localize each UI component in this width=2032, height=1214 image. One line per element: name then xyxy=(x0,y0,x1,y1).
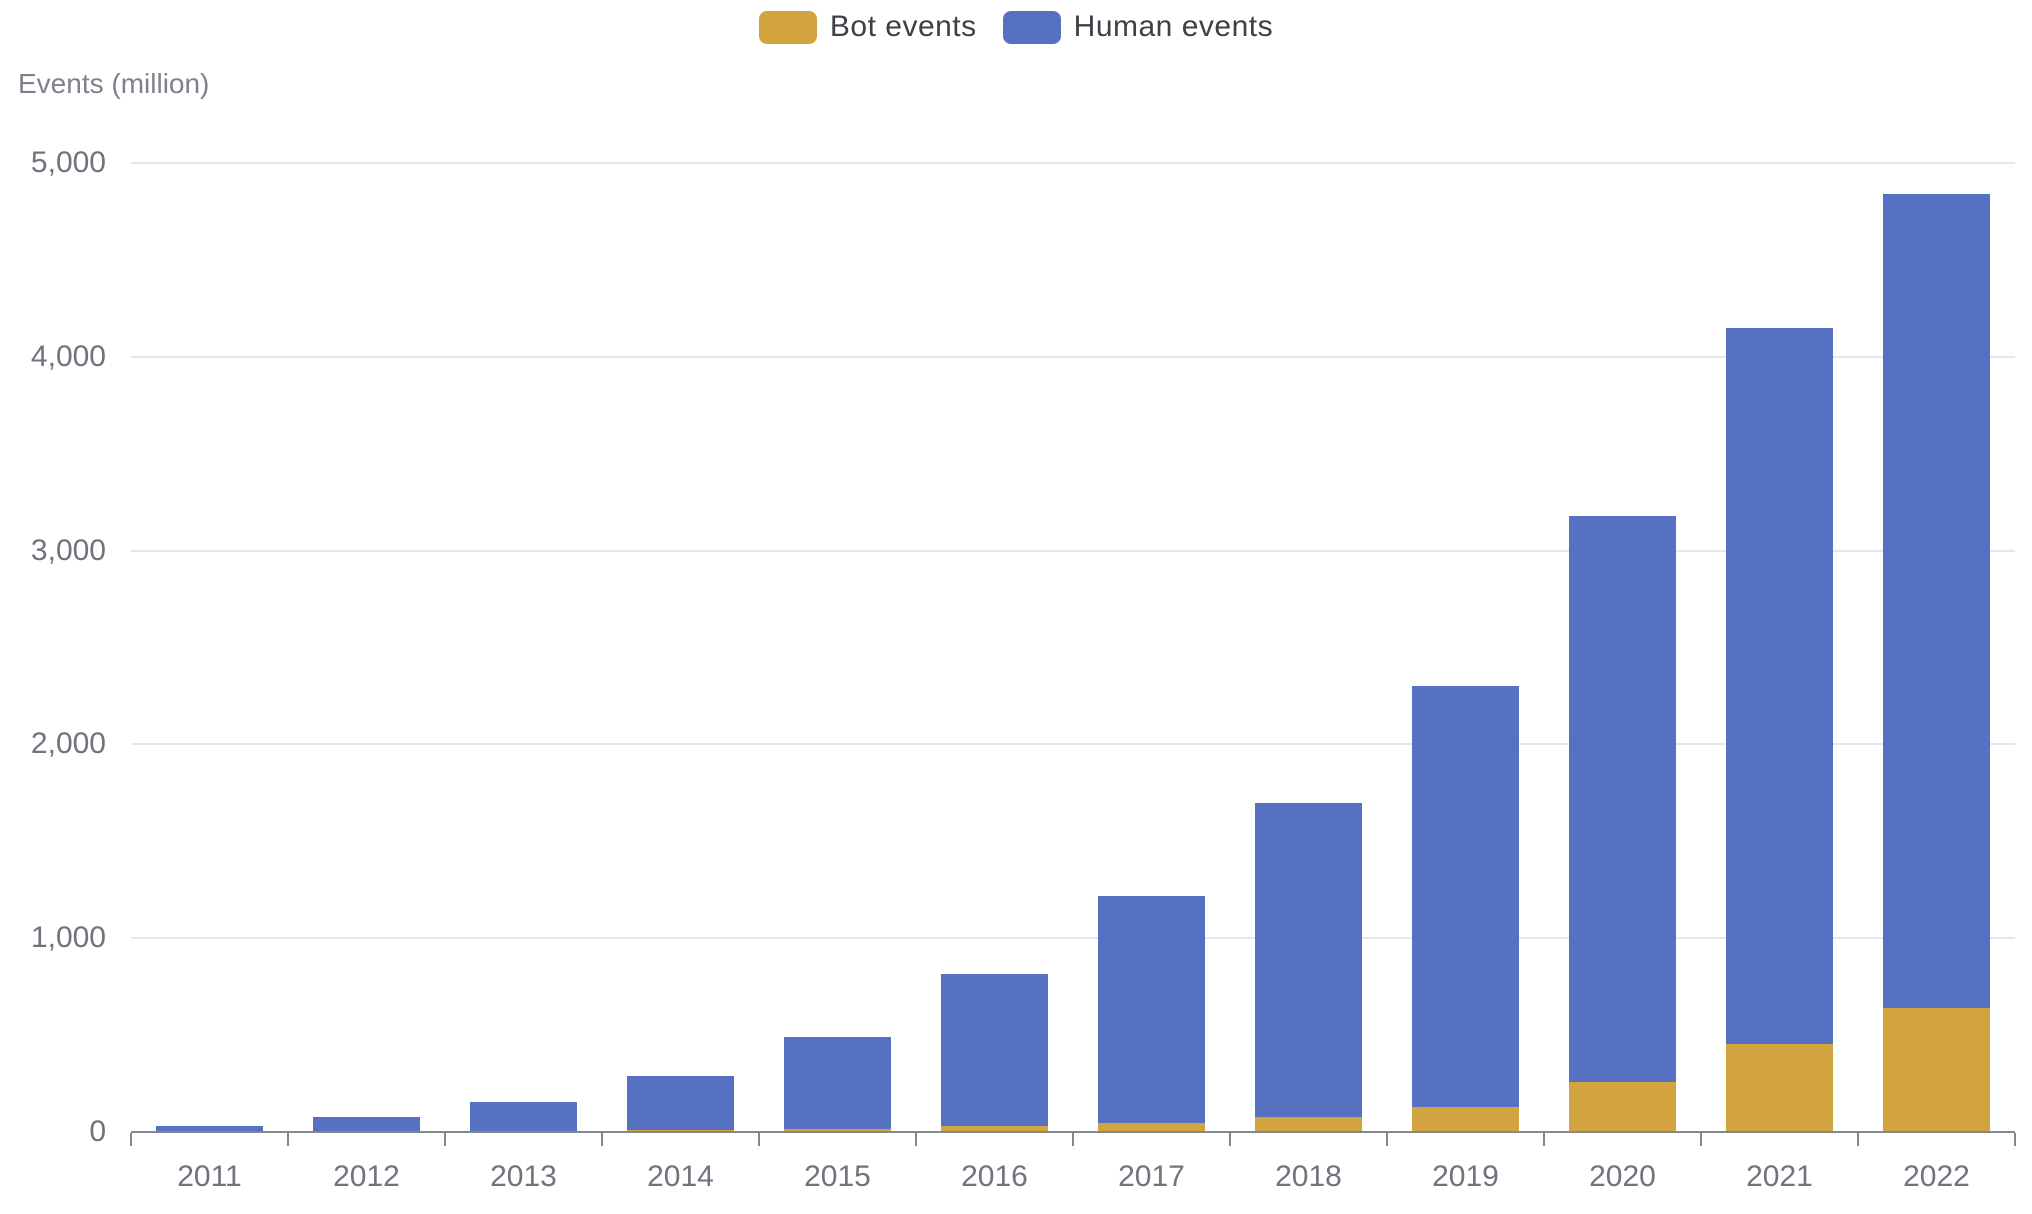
legend-label-human-events: Human events xyxy=(1073,10,1274,43)
x-axis-label-2015: 2015 xyxy=(804,1160,871,1193)
x-axis-label-2016: 2016 xyxy=(961,1160,1028,1193)
bar-2015-human-events[interactable] xyxy=(784,1037,891,1130)
x-axis-label-2014: 2014 xyxy=(647,1160,714,1193)
bar-2021-bot-events[interactable] xyxy=(1726,1043,1833,1132)
bar-2016-human-events[interactable] xyxy=(941,974,1048,1127)
bar-2017-human-events[interactable] xyxy=(1098,895,1205,1124)
bar-2015-bot-events[interactable] xyxy=(784,1129,891,1132)
x-axis-tick xyxy=(601,1133,603,1146)
bar-2018-human-events[interactable] xyxy=(1255,802,1362,1118)
y-axis-tick-label: 4,000 xyxy=(30,339,106,373)
x-axis-tick xyxy=(758,1133,760,1146)
bar-2017-bot-events[interactable] xyxy=(1098,1123,1205,1132)
gridline-1,000 xyxy=(131,937,2015,940)
x-axis-tick xyxy=(1543,1133,1545,1146)
legend-item-human-events[interactable]: Human events xyxy=(1002,10,1274,44)
legend-swatch-bot-events xyxy=(758,10,817,44)
y-axis-tick-label: 0 xyxy=(89,1115,106,1148)
legend-label-bot-events: Bot events xyxy=(829,10,977,43)
x-axis-tick xyxy=(1857,1133,1859,1146)
gridline-5,000 xyxy=(131,162,2015,164)
x-axis-tick xyxy=(130,1133,132,1146)
plot-area: 0 1,000 2,000 3,000 4,000 5,000 2011 2012 2013 20… xyxy=(31,148,2016,1193)
y-axis-tick-label: 2,000 xyxy=(30,727,106,761)
bar-2019-bot-events[interactable] xyxy=(1412,1106,1519,1132)
y-axis-title: Events (million) xyxy=(18,68,210,99)
x-axis-tick xyxy=(915,1133,917,1146)
bar-2016-bot-events[interactable] xyxy=(941,1126,1048,1132)
x-axis-line xyxy=(131,1131,2015,1133)
bar-2019-human-events[interactable] xyxy=(1412,686,1519,1107)
x-axis-label-2018: 2018 xyxy=(1275,1160,1342,1193)
x-axis-tick xyxy=(444,1133,446,1146)
bar-2011-human-events[interactable] xyxy=(156,1126,263,1132)
x-axis-label-2013: 2013 xyxy=(490,1160,557,1193)
bar-2022-human-events[interactable] xyxy=(1883,194,1990,1008)
y-axis-tick-label: 1,000 xyxy=(30,921,106,955)
x-axis-tick xyxy=(287,1133,289,1146)
x-axis-tick xyxy=(1072,1133,1074,1146)
x-axis-tick xyxy=(2014,1133,2016,1146)
bar-2022-bot-events[interactable] xyxy=(1883,1007,1990,1132)
y-axis-tick-label: 3,000 xyxy=(30,533,106,567)
x-axis-tick xyxy=(1386,1133,1388,1146)
x-axis-label-2011: 2011 xyxy=(177,1160,242,1193)
gridline-3,000 xyxy=(131,549,2015,552)
bar-2013-human-events[interactable] xyxy=(470,1101,577,1132)
gridline-2,000 xyxy=(131,743,2015,746)
x-axis-label-2020: 2020 xyxy=(1589,1160,1656,1193)
bar-2021-human-events[interactable] xyxy=(1726,327,1833,1044)
bar-2020-human-events[interactable] xyxy=(1569,515,1676,1082)
bar-2018-bot-events[interactable] xyxy=(1255,1117,1362,1132)
legend: Bot events Human events xyxy=(0,10,2032,44)
x-axis-label-2021: 2021 xyxy=(1746,1160,1813,1193)
x-axis-tick xyxy=(1229,1133,1231,1146)
bar-2012-human-events[interactable] xyxy=(313,1117,420,1132)
legend-item-bot-events[interactable]: Bot events xyxy=(758,10,977,44)
y-axis-tick-label: 5,000 xyxy=(30,146,106,179)
bar-2020-bot-events[interactable] xyxy=(1569,1081,1676,1132)
legend-swatch-human-events xyxy=(1002,10,1061,44)
gridline-4,000 xyxy=(131,355,2015,358)
x-axis-label-2022: 2022 xyxy=(1903,1160,1970,1193)
x-axis-label-2017: 2017 xyxy=(1118,1160,1185,1193)
x-axis-tick xyxy=(1700,1133,1702,1146)
x-axis-label-2019: 2019 xyxy=(1432,1160,1499,1193)
x-axis-label-2012: 2012 xyxy=(333,1160,400,1193)
bar-2014-human-events[interactable] xyxy=(627,1075,734,1131)
